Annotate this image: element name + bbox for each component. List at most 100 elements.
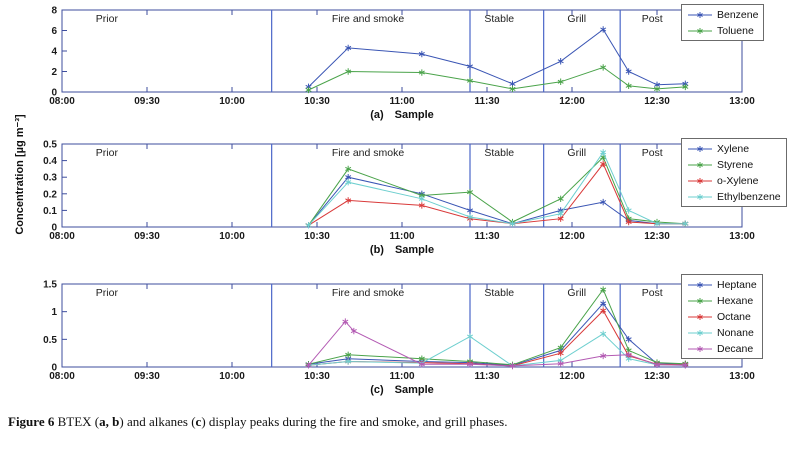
legend-item: Heptane (687, 277, 757, 292)
series-marker-o-Xylene (418, 202, 425, 209)
legend-a: Benzene Toluene (681, 4, 765, 41)
series-marker-Decane (509, 362, 516, 370)
phase-label: Grill (567, 147, 586, 159)
series-marker-Toluene (418, 69, 425, 76)
series-marker-o-Xylene (625, 218, 632, 226)
y-tick-label: 8 (51, 6, 57, 17)
series-marker-Benzene (625, 68, 632, 75)
x-tick-label: 12:30 (644, 371, 670, 382)
x-tick-label: 09:30 (134, 96, 160, 107)
phase-label: Prior (96, 147, 119, 159)
figure-caption-part: BTEX ( (54, 414, 100, 429)
legend-asterisk (697, 297, 703, 304)
legend-c: Heptane Hexane Octane Nonane Decane (681, 274, 763, 359)
chart-subcaption: (a) Sample (370, 109, 434, 121)
x-tick-label: 13:00 (729, 231, 755, 242)
chart-a: 0 2 4 6 8 08:00 09:30 10:00 10:30 11:00 11:30 12:00… (49, 6, 755, 122)
legend-marker-icon (688, 297, 712, 304)
legend-label: Heptane (717, 278, 757, 291)
series-marker-Decane (653, 361, 661, 368)
x-tick-label: 08:00 (49, 231, 75, 242)
x-tick-label: 12:30 (644, 96, 670, 107)
series-marker-Ethylbenzene (466, 213, 474, 221)
series-marker-Ethylbenzene (600, 149, 607, 156)
y-tick-label: 0.2 (43, 189, 57, 200)
x-tick-label: 12:30 (644, 231, 670, 242)
x-tick-label: 11:30 (474, 231, 499, 242)
figure-caption-part: c (195, 414, 202, 429)
chart-subcaption: (b) Sample (370, 244, 434, 256)
legend-item: Xylene (687, 141, 781, 156)
series-marker-Decane (305, 362, 312, 369)
legend-marker-icon (688, 329, 712, 336)
series-marker-o-Xylene (600, 160, 607, 168)
x-tick-label: 11:00 (389, 371, 414, 382)
series-marker-Toluene (625, 82, 632, 90)
legend-asterisk (697, 161, 703, 168)
legend-asterisk (697, 11, 703, 18)
legend-marker-icon (688, 11, 712, 18)
series-marker-o-Xylene (345, 197, 352, 204)
y-tick-label: 0.5 (43, 140, 57, 151)
legend-marker-icon (688, 281, 712, 288)
series-marker-Xylene (466, 207, 474, 214)
phase-label: Post (642, 13, 663, 25)
legend-item: Octane (687, 309, 757, 324)
y-tick-label: 2 (51, 67, 57, 78)
legend-marker-icon (688, 161, 712, 168)
chart-subcaption: (c) Sample (370, 384, 434, 396)
x-tick-label: 12:00 (559, 96, 585, 107)
legend-item: Nonane (687, 325, 757, 340)
series-marker-Toluene (305, 86, 312, 94)
x-tick-label: 10:30 (304, 231, 330, 242)
series-line-o-Xylene (308, 162, 686, 226)
figure-caption-part: Figure 6 (8, 414, 55, 429)
legend-asterisk (697, 145, 703, 152)
series-line-Benzene (308, 28, 686, 88)
phase-label: Stable (484, 287, 514, 299)
series-marker-Ethylbenzene (625, 207, 632, 214)
legend-label: Nonane (717, 326, 754, 339)
series-line-Styrene (308, 156, 686, 226)
series-marker-Hexane (600, 286, 607, 293)
y-tick-label: 0.3 (43, 173, 57, 184)
series-marker-Toluene (509, 85, 516, 93)
legend-asterisk (697, 345, 703, 352)
series-marker-Octane (557, 349, 564, 357)
x-tick-label: 09:30 (134, 371, 160, 382)
series-marker-Toluene (600, 64, 607, 71)
series-marker-Decane (350, 327, 357, 335)
legend-b: Xylene Styrene o-Xylene Ethylbenzene (681, 138, 787, 207)
series-marker-Nonane (345, 358, 352, 365)
charts-svg: 0 2 4 6 8 08:00 09:30 10:00 10:30 11:00 11:30 12:00… (43, 6, 755, 397)
chart-c: 0 0.5 1 1.5 08:00 09:30 10:00 10:30 11:00 11:30 12… (43, 280, 755, 397)
legend-marker-icon (688, 27, 712, 34)
series-marker-Ethylbenzene (345, 178, 352, 186)
phase-label: Stable (484, 147, 514, 159)
legend-asterisk (697, 329, 703, 336)
phase-label: Grill (567, 13, 586, 25)
legend-item: Decane (687, 341, 757, 356)
series-marker-Benzene (600, 26, 607, 33)
legend-marker-icon (688, 193, 712, 200)
x-tick-label: 13:00 (729, 371, 755, 382)
legend-asterisk (697, 313, 703, 320)
x-tick-label: 09:30 (134, 231, 160, 242)
series-marker-Decane (600, 352, 607, 360)
series-marker-Styrene (466, 188, 474, 196)
legend-label: Octane (717, 310, 751, 323)
x-tick-label: 10:00 (219, 231, 245, 242)
chart-b: 0 0.1 0.2 0.3 0.4 0.5 08:00 09:30 10:00 10:30 11:0… (43, 140, 755, 257)
x-tick-label: 13:00 (729, 96, 755, 107)
series-marker-Toluene (466, 77, 474, 84)
series-marker-Benzene (418, 50, 425, 58)
x-tick-label: 10:30 (304, 96, 330, 107)
phase-label: Fire and smoke (332, 13, 405, 25)
y-tick-label: 0.1 (43, 206, 57, 217)
series-marker-Toluene (345, 68, 352, 75)
legend-item: Ethylbenzene (687, 189, 781, 204)
series-marker-Decane (625, 351, 632, 359)
y-tick-label: 0 (51, 88, 57, 99)
series-marker-Ethylbenzene (509, 220, 516, 227)
